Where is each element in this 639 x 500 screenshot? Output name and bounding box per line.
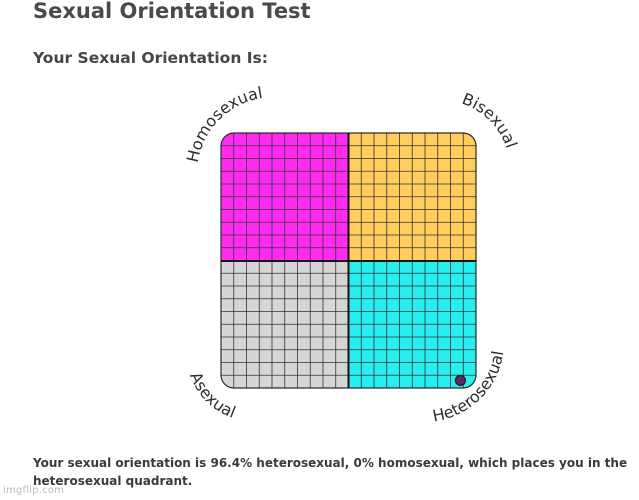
orientation-chart: Homosexual Bisexual Asexual Heterosexual <box>183 83 521 426</box>
result-marker <box>454 374 467 387</box>
imgflip-watermark: imgflip.com <box>3 485 65 496</box>
page-title: Sexual Orientation Test <box>33 0 311 23</box>
result-heading: Your Sexual Orientation Is: <box>33 49 268 67</box>
result-summary: Your sexual orientation is 96.4% heteros… <box>33 456 628 488</box>
